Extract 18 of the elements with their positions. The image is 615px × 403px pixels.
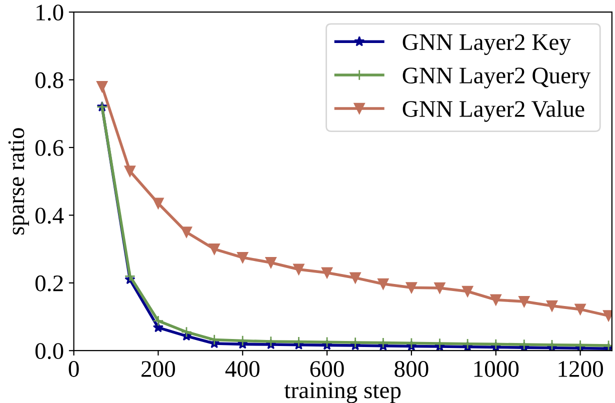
x-tick-label: 800 [394,361,428,377]
y-tick-label: 0.4 [35,208,64,224]
y-axis-title: sparse ratio [8,128,30,234]
x-axis-title: training step [284,382,401,403]
x-tick-label: 1200 [558,361,603,377]
x-tick-label: 1000 [474,361,519,377]
x-tick-label: 600 [310,361,344,377]
y-tick-label: 0.0 [35,343,64,360]
legend-label: GNN Layer2 Value [402,100,584,122]
legend-label: GNN Layer2 Query [402,68,591,88]
x-tick-label: 200 [142,361,176,377]
x-tick-label: 400 [225,361,260,377]
y-tick-label: 1.0 [36,4,64,21]
y-tick-label: 0.6 [35,140,64,156]
y-tick-label: 0.2 [35,275,63,292]
x-tick-label: 0 [68,361,79,377]
legend-label: GNN Layer2 Key [402,34,571,55]
y-tick-label: 0.8 [35,72,64,88]
